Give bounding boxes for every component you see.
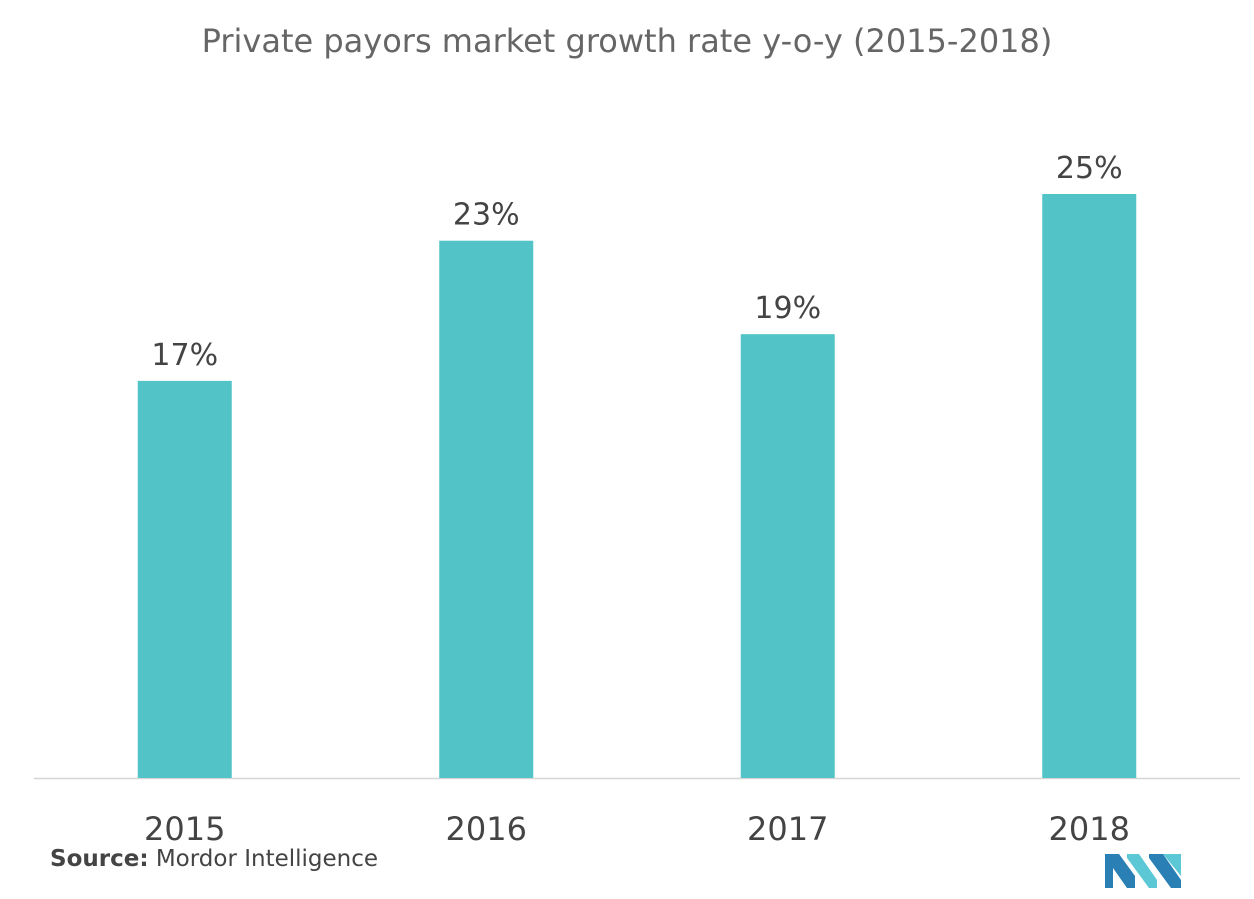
data-label-2016: 23% — [453, 198, 520, 233]
x-tick-label-2018: 2018 — [1049, 810, 1130, 848]
bar-2015 — [137, 380, 232, 778]
x-tick-label-2017: 2017 — [747, 810, 828, 848]
bar-2018 — [1042, 194, 1137, 778]
source-label: Source: — [50, 846, 149, 872]
data-label-2017: 19% — [754, 291, 821, 326]
source-text: Mordor Intelligence — [155, 846, 379, 872]
mordor-intelligence-logo-icon — [1105, 854, 1181, 888]
x-tick-label-2016: 2016 — [446, 810, 527, 848]
data-label-2018: 25% — [1056, 151, 1123, 186]
source-note: Source: Mordor Intelligence — [50, 846, 378, 872]
x-tick-label-2015: 2015 — [144, 810, 225, 848]
bar-2016 — [439, 240, 534, 779]
bar-2017 — [740, 334, 835, 778]
data-label-2015: 17% — [151, 338, 218, 373]
chart-title: Private payors market growth rate y-o-y … — [201, 22, 1053, 60]
